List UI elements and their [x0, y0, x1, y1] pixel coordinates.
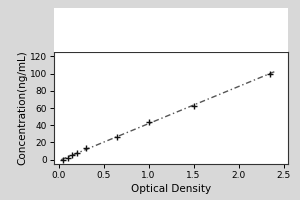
- Y-axis label: Concentration(ng/mL): Concentration(ng/mL): [17, 51, 27, 165]
- X-axis label: Optical Density: Optical Density: [131, 184, 211, 194]
